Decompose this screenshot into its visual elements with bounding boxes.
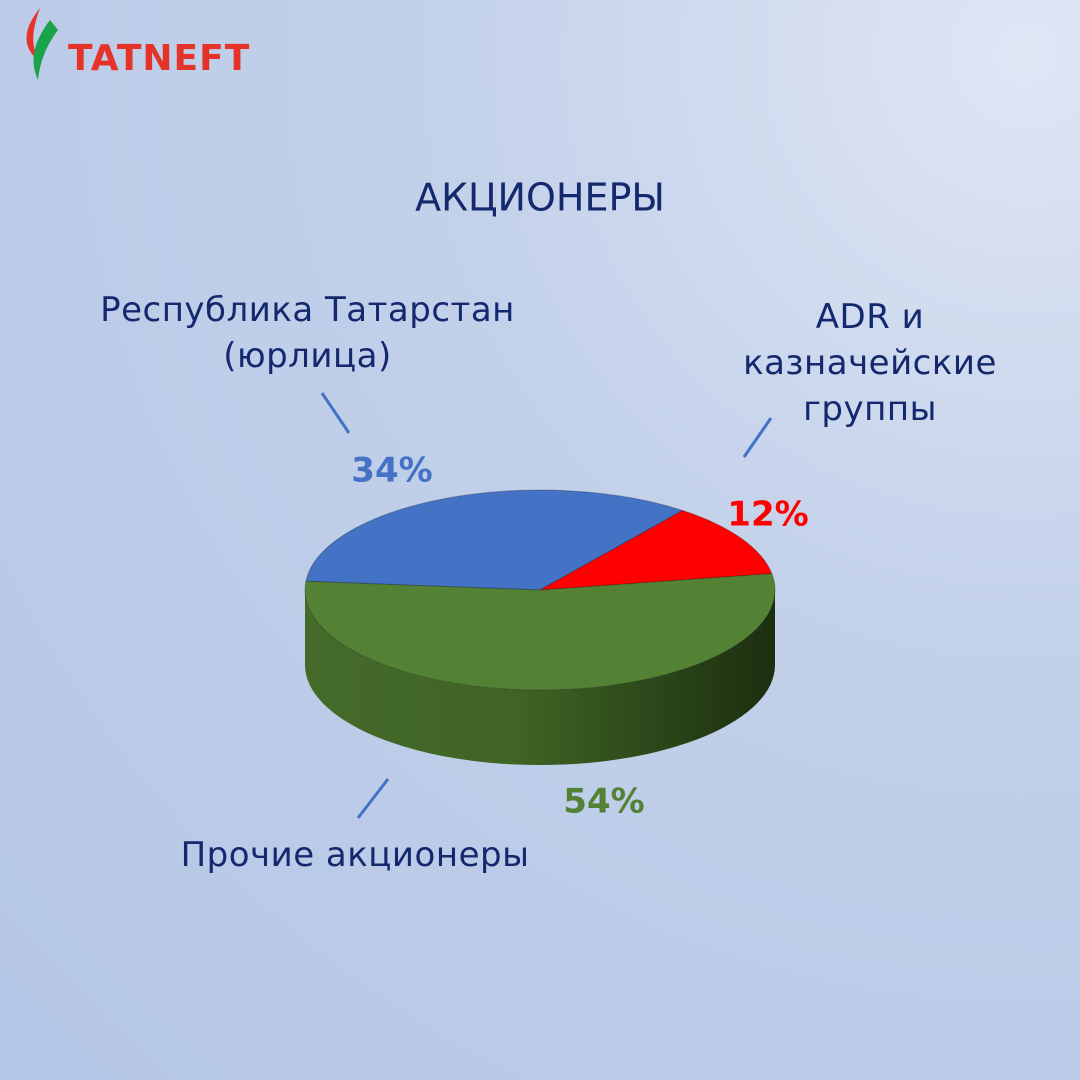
pie-slice	[539, 510, 773, 591]
value-label: 12%	[727, 495, 808, 535]
chart-title: АКЦИОНЕРЫ	[415, 176, 665, 220]
category-label: Республика Татарстан (юрлица)	[100, 290, 515, 376]
value-label: 54%	[563, 782, 644, 822]
leader-line	[356, 778, 390, 819]
logo-flame	[26, 8, 40, 62]
value-label: 34%	[351, 451, 432, 491]
pie-slice	[305, 489, 684, 591]
logo-text: TATNEFT	[68, 38, 250, 79]
leader-lines	[320, 392, 773, 819]
pie-side	[305, 590, 775, 765]
logo-flame	[33, 20, 58, 80]
pie-slice	[304, 573, 776, 691]
logo: TATNEFT	[26, 8, 250, 80]
leader-line	[742, 417, 773, 458]
category-label: Прочие акционеры	[180, 835, 530, 875]
pie	[304, 489, 776, 765]
leader-line	[320, 392, 351, 434]
category-label: ADR и казначейские группы	[743, 297, 997, 429]
